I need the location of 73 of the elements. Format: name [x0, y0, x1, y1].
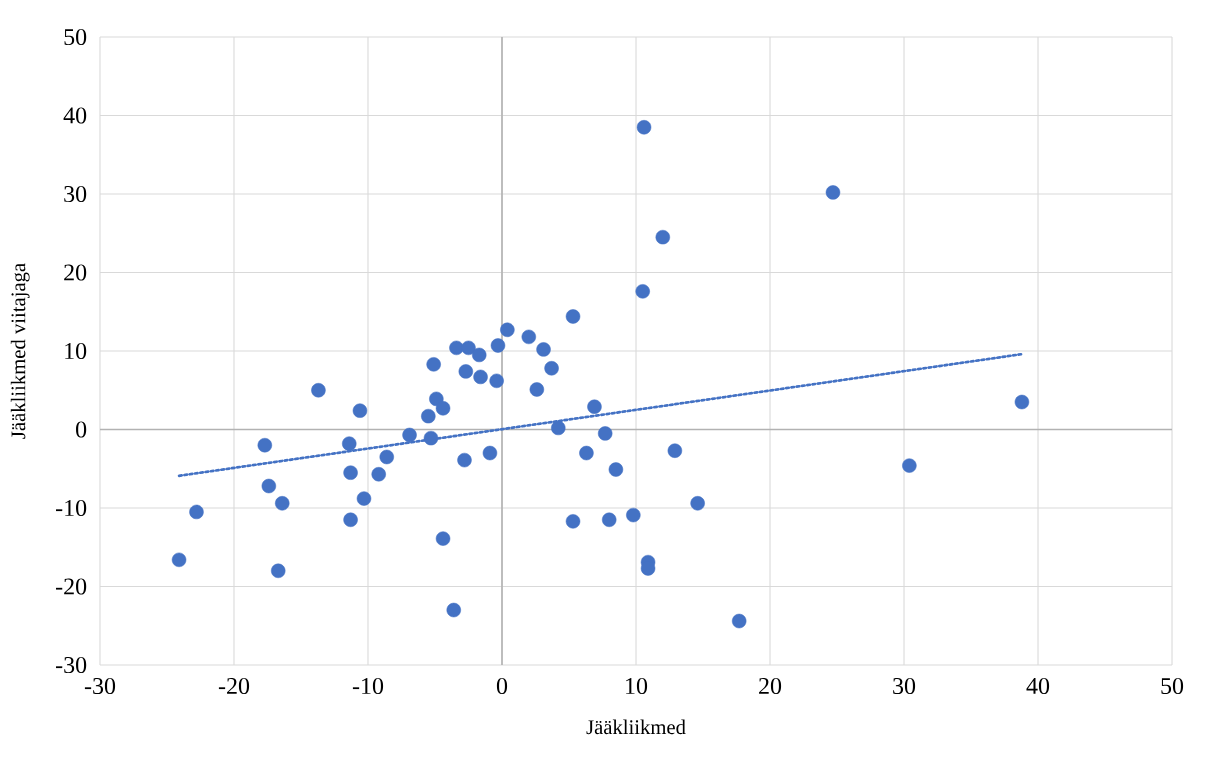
x-tick-label: 0	[496, 677, 508, 695]
point	[635, 284, 650, 299]
point	[342, 436, 357, 451]
point	[458, 364, 474, 379]
y-axis-title: Jääkliikmed viitajaga	[10, 263, 30, 439]
point	[402, 427, 417, 443]
x-tick-label: 40	[1026, 677, 1050, 695]
point	[189, 504, 204, 520]
x-tick-label: 10	[626, 677, 648, 695]
point	[379, 449, 394, 465]
point	[602, 512, 617, 527]
point	[257, 438, 273, 453]
point	[371, 467, 386, 482]
point	[271, 563, 286, 578]
y-tick-label: 30	[64, 185, 87, 203]
point	[551, 420, 566, 436]
point	[275, 496, 290, 511]
point	[587, 399, 602, 414]
point	[435, 401, 451, 416]
y-tick-label: 0	[76, 421, 87, 438]
point	[490, 338, 506, 353]
point	[902, 458, 917, 473]
point	[461, 340, 476, 356]
point	[529, 382, 545, 397]
x-tick-label: 50	[1161, 677, 1184, 695]
x-tick-label: 20	[759, 677, 782, 695]
point	[457, 452, 472, 468]
y-tick-label: 40	[63, 107, 87, 124]
y-tick-label: 20	[64, 264, 87, 281]
point	[423, 430, 439, 446]
y-tick-label: -10	[56, 499, 87, 517]
point	[825, 185, 841, 200]
point	[544, 361, 559, 376]
point	[690, 496, 705, 511]
point	[472, 347, 487, 363]
point	[636, 120, 652, 135]
point	[655, 229, 671, 245]
point	[731, 613, 747, 629]
point	[565, 514, 581, 529]
point	[352, 403, 368, 418]
point	[597, 426, 613, 441]
point	[171, 552, 187, 568]
point	[489, 373, 504, 389]
y-tick-label: -20	[56, 578, 87, 595]
point	[343, 465, 358, 480]
point	[579, 445, 594, 461]
point	[608, 462, 624, 477]
y-tick-label: 10	[65, 342, 87, 360]
point	[426, 357, 441, 372]
y-tick-label: 50	[64, 28, 87, 46]
point	[435, 531, 451, 546]
point	[311, 383, 326, 398]
x-tick-label: -20	[218, 677, 250, 695]
point	[565, 309, 581, 324]
point	[536, 342, 551, 357]
point	[446, 602, 461, 618]
x-tick-label: 30	[893, 677, 916, 695]
point	[449, 340, 464, 356]
point	[482, 445, 498, 461]
x-tick-label: -10	[352, 677, 384, 695]
point	[473, 369, 488, 385]
x-tick-label: -30	[84, 677, 116, 695]
y-tick-label: -30	[56, 656, 87, 674]
point	[1014, 394, 1030, 410]
point	[500, 322, 515, 338]
point	[626, 507, 641, 523]
point	[667, 443, 683, 458]
x-axis-title: Jääkliikmed	[586, 719, 686, 735]
point	[343, 512, 358, 527]
point	[356, 491, 372, 506]
point	[421, 408, 436, 424]
point	[261, 478, 277, 494]
point	[521, 329, 537, 345]
